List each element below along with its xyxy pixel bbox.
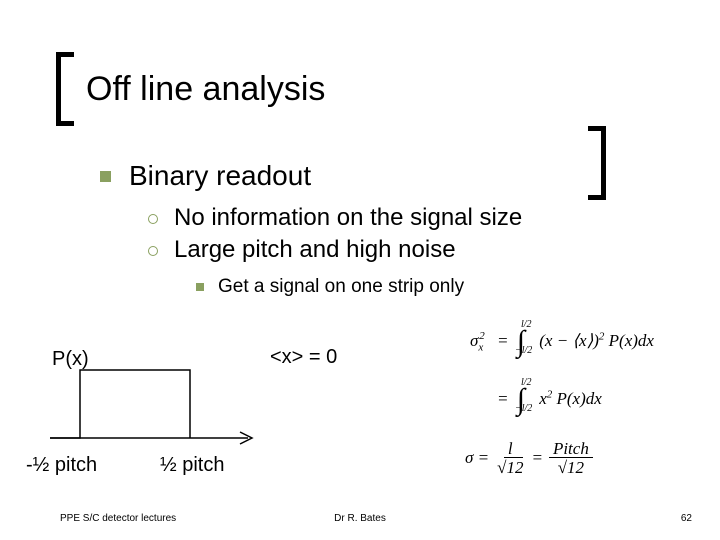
eq2-tail: P(x)dx xyxy=(557,389,602,408)
footer-page-number: 62 xyxy=(681,513,692,524)
square-bullet-icon xyxy=(100,171,111,182)
equation-variance: σx2 = ∫l/2−l/2 (x − ⟨x⟩)2 P(x)dx xyxy=(470,320,710,354)
expectation-label: <x> = 0 xyxy=(270,346,337,369)
bullet-level3-text: Get a signal on one strip only xyxy=(218,276,464,298)
eq1-sup: 2 xyxy=(479,330,485,342)
circle-bullet-icon xyxy=(148,214,158,224)
eq3-num1: l xyxy=(504,440,517,458)
eq1-sub: x xyxy=(478,341,483,353)
eq2-bodysup: 2 xyxy=(547,388,553,400)
eq3-num2: Pitch xyxy=(549,440,593,458)
eq1-bodysup: 2 xyxy=(599,330,605,342)
bullet-level1-text: Binary readout xyxy=(129,160,311,192)
bullet-level1: Binary readout xyxy=(100,160,660,192)
eq1-upper: l/2 xyxy=(521,319,532,330)
bullet-level2: No information on the signal size xyxy=(148,204,660,232)
bullet-level2-text: Large pitch and high noise xyxy=(174,236,456,264)
eq2-lower: −l/2 xyxy=(515,403,532,414)
eq1-body: x − ⟨x⟩ xyxy=(545,331,593,350)
px-axis-label: P(x) xyxy=(52,348,89,371)
bullet-level2-text: No information on the signal size xyxy=(174,204,522,232)
slide-title-frame: Off line analysis xyxy=(56,52,606,126)
eq1-lower: −l/2 xyxy=(515,345,532,356)
circle-bullet-icon xyxy=(148,246,158,256)
footer-center: Dr R. Bates xyxy=(0,513,720,524)
square-bullet-icon xyxy=(196,283,204,291)
pos-half-pitch-label: ½ pitch xyxy=(160,454,224,477)
slide-title: Off line analysis xyxy=(56,52,606,126)
eq2-upper: l/2 xyxy=(521,377,532,388)
eq1-tail: P(x)dx xyxy=(609,331,654,350)
equation-variance-simplified: = ∫l/2−l/2 x2 P(x)dx xyxy=(497,378,717,412)
eq3-mid: = xyxy=(531,448,542,468)
content-block: Binary readout No information on the sig… xyxy=(100,160,660,298)
bullet-level2: Large pitch and high noise xyxy=(148,236,660,264)
neg-half-pitch-label: -½ pitch xyxy=(26,454,97,477)
eq2-body: x xyxy=(539,389,547,408)
eq3-lhs: σ = xyxy=(465,448,489,468)
equation-sigma-result: σ = l √12 = Pitch √12 xyxy=(465,440,593,476)
bullet-level3: Get a signal on one strip only xyxy=(196,276,660,298)
bracket-left-icon xyxy=(56,52,74,126)
